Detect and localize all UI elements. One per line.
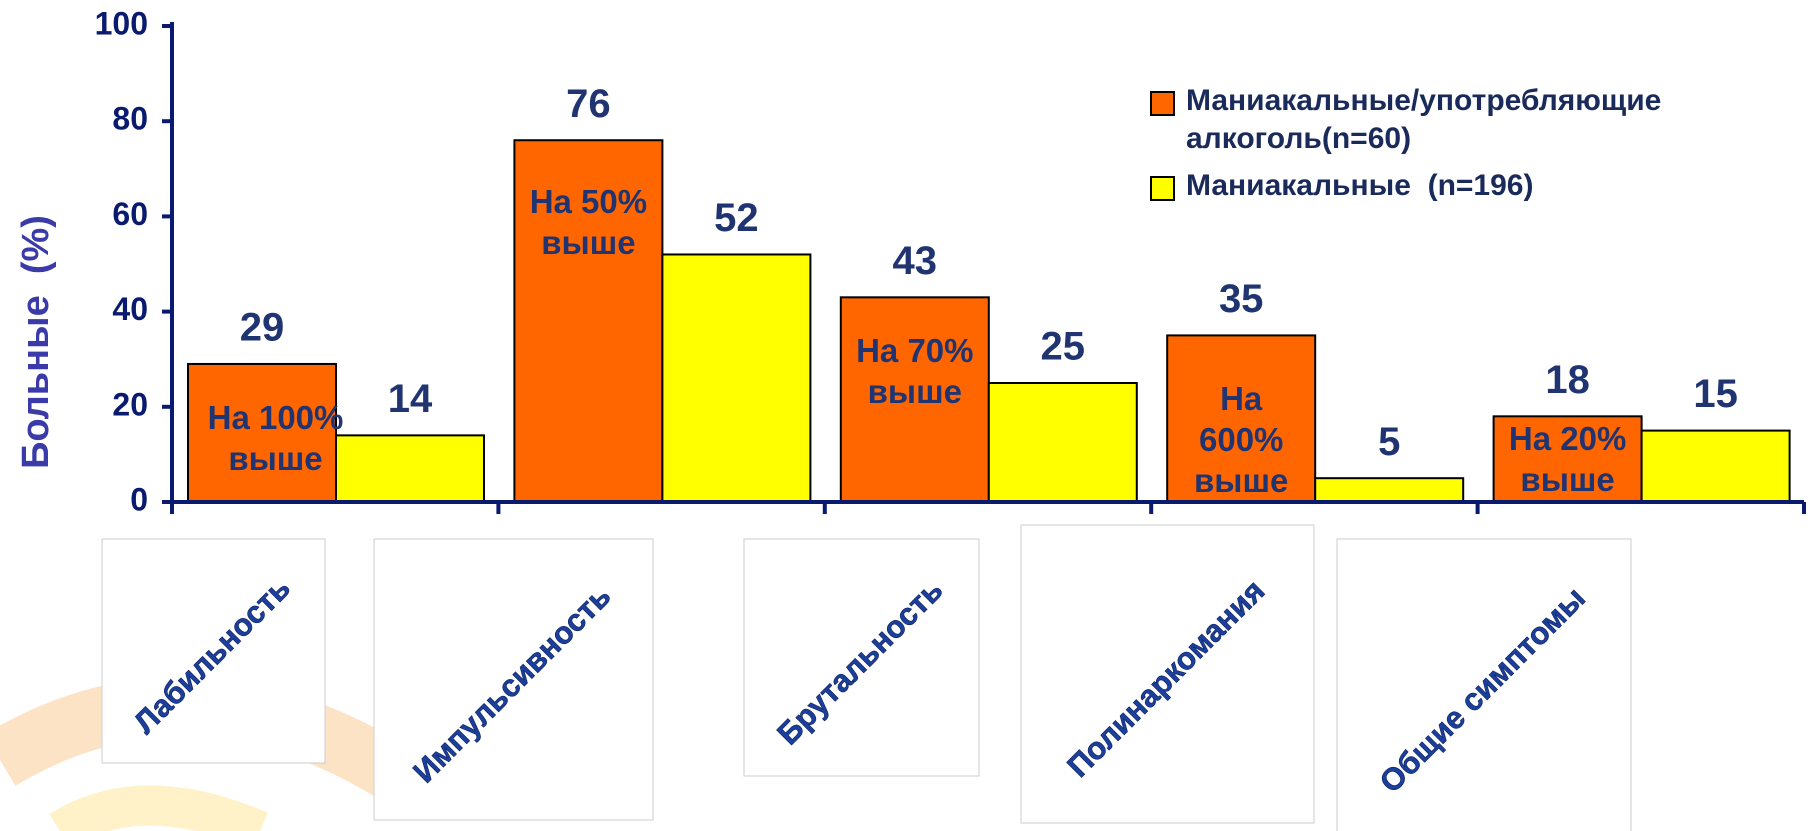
- bar-annotation: На 20% выше: [1494, 418, 1642, 500]
- decor: [60, 806, 260, 831]
- bar-annotation: На 100% выше: [188, 397, 363, 479]
- value-label: 76: [566, 82, 611, 126]
- value-label: 14: [388, 377, 433, 421]
- value-label: 18: [1545, 358, 1590, 402]
- value-label: 43: [893, 239, 938, 283]
- y-axis-label: Больные (%): [15, 215, 57, 469]
- bar: [1315, 478, 1463, 502]
- y-tick-label: 20: [112, 386, 148, 422]
- bar-annotation: На 50% выше: [514, 181, 662, 263]
- value-label: 52: [714, 196, 759, 240]
- bar: [1642, 431, 1790, 502]
- legend-label: Маниакальные/употребляющие алкоголь(n=60…: [1186, 82, 1746, 158]
- bar: [989, 383, 1137, 502]
- y-tick-label: 60: [112, 196, 148, 232]
- value-label: 25: [1041, 325, 1086, 369]
- legend-label: Маниакальные (n=196): [1186, 167, 1746, 205]
- page: Больные (%) 0204060801002914Лабильность7…: [0, 0, 1818, 831]
- y-tick-label: 40: [112, 291, 148, 327]
- value-label: 35: [1219, 277, 1264, 321]
- y-tick-label: 80: [112, 101, 148, 137]
- bar: [662, 254, 810, 502]
- y-tick-label: 100: [95, 5, 148, 41]
- bar-annotation: На 600% выше: [1167, 378, 1315, 501]
- legend-swatch: [1151, 177, 1174, 200]
- y-tick-label: 0: [130, 481, 148, 517]
- value-label: 5: [1378, 420, 1400, 464]
- bar-annotation: На 70% выше: [841, 330, 989, 412]
- value-label: 15: [1693, 372, 1738, 416]
- value-label: 29: [240, 306, 285, 350]
- legend-swatch: [1151, 92, 1174, 115]
